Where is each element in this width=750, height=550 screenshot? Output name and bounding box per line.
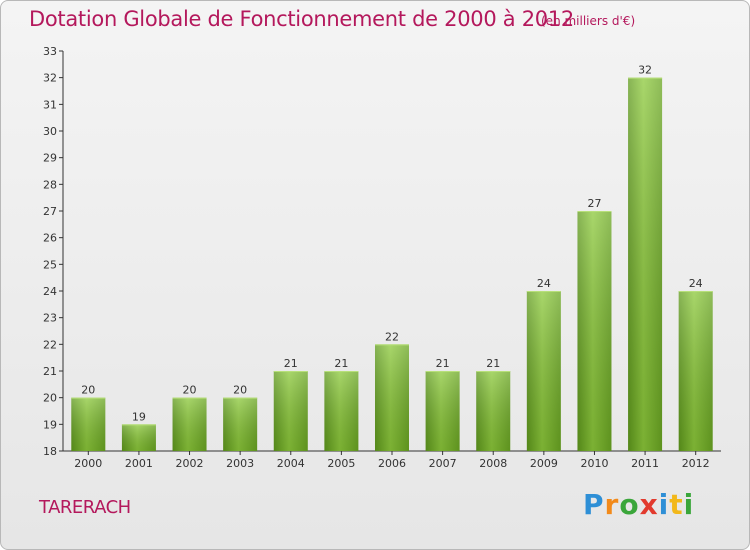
data-label: 20 <box>233 384 247 397</box>
data-label: 19 <box>132 410 146 423</box>
data-label: 22 <box>385 330 399 343</box>
bar-shade <box>324 371 359 451</box>
bar-shade <box>375 344 409 451</box>
data-label: 32 <box>638 64 652 77</box>
y-tick-label: 24 <box>43 285 57 298</box>
y-tick-label: 31 <box>43 98 57 111</box>
x-tick-label: 2012 <box>682 457 710 470</box>
y-tick-label: 23 <box>43 312 57 325</box>
data-label: 24 <box>537 277 551 290</box>
x-tick-label: 2001 <box>125 457 153 470</box>
x-tick-label: 2000 <box>74 457 102 470</box>
x-tick-label: 2011 <box>631 457 659 470</box>
bar-shade <box>476 371 511 451</box>
proxiti-logo: Proxiti <box>583 488 695 521</box>
y-tick-label: 21 <box>43 365 57 378</box>
data-label: 21 <box>486 357 500 370</box>
y-tick-label: 29 <box>43 152 57 165</box>
data-label: 21 <box>334 357 348 370</box>
x-tick-label: 2004 <box>277 457 305 470</box>
bar-shade <box>526 291 561 451</box>
y-tick-label: 33 <box>43 45 57 58</box>
chart-subtitle: (en milliers d'€) <box>541 14 636 28</box>
y-tick-label: 30 <box>43 125 57 138</box>
y-tick-label: 32 <box>43 72 57 85</box>
bar-shade <box>628 77 663 452</box>
y-tick-label: 20 <box>43 392 57 405</box>
bar-shade <box>121 424 156 451</box>
y-tick-label: 19 <box>43 418 57 431</box>
y-tick-label: 25 <box>43 258 57 271</box>
x-tick-label: 2005 <box>327 457 355 470</box>
x-tick-label: 2003 <box>226 457 254 470</box>
x-tick-label: 2002 <box>176 457 204 470</box>
x-tick-label: 2009 <box>530 457 558 470</box>
y-tick-label: 22 <box>43 338 57 351</box>
data-label: 20 <box>81 384 95 397</box>
y-tick-label: 27 <box>43 205 57 218</box>
bar-shade <box>273 371 308 451</box>
x-tick-label: 2010 <box>580 457 608 470</box>
y-tick-label: 26 <box>43 232 57 245</box>
y-tick-label: 18 <box>43 445 57 458</box>
data-label: 21 <box>284 357 298 370</box>
x-tick-label: 2007 <box>429 457 457 470</box>
data-label: 21 <box>436 357 450 370</box>
bar-shade <box>678 291 713 451</box>
data-label: 20 <box>183 384 197 397</box>
data-label: 27 <box>587 197 601 210</box>
y-tick-label: 28 <box>43 178 57 191</box>
bar-shade <box>425 371 460 451</box>
chart-title: Dotation Globale de Fonctionnement de 20… <box>29 7 574 31</box>
bar-shade <box>223 397 258 451</box>
bar-shade <box>172 397 207 451</box>
data-label: 24 <box>689 277 703 290</box>
bar-shade <box>71 397 106 451</box>
x-tick-label: 2008 <box>479 457 507 470</box>
bar-shade <box>577 211 612 451</box>
commune-name: TARERACH <box>39 497 131 518</box>
x-tick-label: 2006 <box>378 457 406 470</box>
